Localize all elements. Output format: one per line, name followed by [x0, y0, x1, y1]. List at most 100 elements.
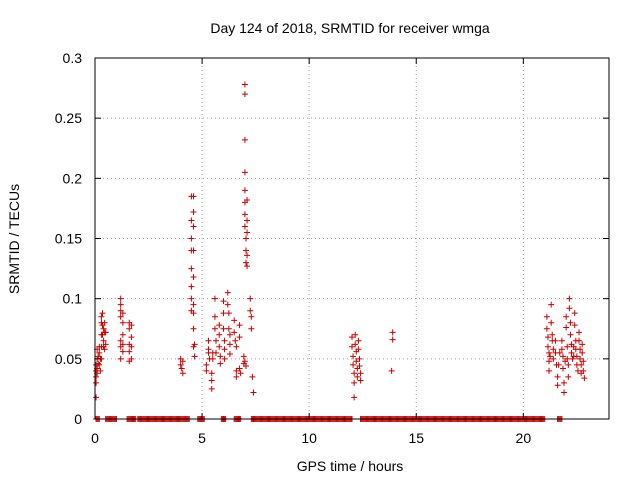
- grid-lines: [95, 58, 609, 419]
- data-point: [241, 358, 248, 365]
- data-point: [388, 367, 395, 374]
- data-point: [128, 322, 135, 329]
- x-tick-label: 5: [198, 430, 206, 446]
- data-point: [126, 325, 133, 332]
- data-point: [119, 331, 126, 338]
- data-point: [249, 373, 256, 380]
- y-tick-label: 0.1: [63, 291, 83, 307]
- data-point: [211, 295, 218, 302]
- data-point: [190, 274, 197, 281]
- data-point: [556, 349, 563, 356]
- data-point: [244, 229, 251, 236]
- data-point: [349, 343, 355, 350]
- data-point: [565, 361, 572, 368]
- data-point: [233, 367, 240, 374]
- data-point: [208, 370, 215, 377]
- data-point: [188, 235, 195, 242]
- data-point: [355, 346, 362, 353]
- data-point: [179, 370, 186, 377]
- data-point: [101, 319, 108, 326]
- data-point: [213, 337, 220, 344]
- data-point: [236, 365, 243, 372]
- data-point: [561, 389, 568, 396]
- y-tick-label: 0.3: [63, 50, 83, 66]
- data-point: [351, 394, 358, 401]
- data-point: [550, 346, 557, 353]
- data-point: [548, 319, 555, 326]
- data-point: [232, 337, 239, 344]
- data-point: [352, 331, 359, 338]
- data-point: [357, 370, 364, 377]
- data-point: [241, 211, 248, 218]
- data-point: [566, 305, 573, 312]
- data-point: [226, 351, 233, 358]
- data-point: [119, 319, 126, 326]
- data-point: [236, 334, 243, 341]
- x-tick-label: 20: [516, 430, 532, 446]
- data-point: [220, 325, 227, 332]
- data-point: [231, 329, 238, 336]
- data-point: [577, 346, 584, 353]
- data-point: [576, 337, 583, 344]
- data-point: [543, 325, 550, 332]
- data-point: [564, 343, 571, 350]
- data-point: [211, 313, 218, 320]
- data-point: [558, 346, 565, 353]
- data-point: [217, 360, 224, 367]
- data-point: [225, 310, 232, 317]
- data-point: [570, 353, 577, 360]
- data-point: [208, 385, 215, 392]
- data-point: [117, 295, 124, 302]
- data-point: [580, 358, 587, 365]
- data-point: [242, 259, 249, 266]
- data-point: [213, 349, 220, 356]
- data-point: [574, 367, 581, 374]
- data-point: [233, 343, 240, 350]
- data-point: [558, 337, 565, 344]
- data-point: [179, 358, 186, 365]
- data-point: [356, 363, 363, 370]
- data-point: [117, 313, 124, 320]
- data-point: [577, 355, 584, 362]
- data-point: [241, 91, 248, 98]
- data-point: [546, 349, 553, 356]
- data-points: [93, 81, 588, 422]
- data-point: [559, 353, 566, 360]
- data-point: [119, 348, 126, 355]
- data-point: [224, 289, 231, 296]
- data-point: [190, 223, 197, 230]
- data-point: [546, 367, 553, 374]
- x-tick-label: 15: [408, 430, 424, 446]
- data-point: [543, 313, 550, 320]
- data-point: [549, 331, 556, 338]
- data-point: [350, 353, 357, 360]
- data-point: [216, 343, 223, 350]
- data-point: [191, 353, 198, 360]
- data-point: [579, 349, 586, 356]
- data-point: [188, 217, 195, 224]
- data-point: [117, 301, 124, 308]
- data-point: [190, 325, 197, 332]
- data-point: [128, 343, 135, 350]
- y-axis-label: SRMTID / TECUs: [6, 184, 22, 294]
- data-point: [241, 81, 248, 88]
- x-tick-label: 10: [301, 430, 317, 446]
- data-point: [119, 341, 126, 348]
- data-point: [357, 377, 364, 384]
- data-point: [562, 358, 569, 365]
- data-point: [126, 348, 133, 355]
- data-point: [244, 217, 251, 224]
- data-point: [220, 298, 227, 305]
- data-point: [93, 394, 100, 401]
- data-point: [244, 252, 251, 259]
- axis-ticks: [94, 57, 609, 420]
- data-point: [247, 295, 254, 302]
- data-point: [571, 322, 578, 329]
- data-point: [552, 337, 559, 344]
- data-point: [242, 363, 249, 370]
- data-point: [356, 355, 363, 362]
- data-point: [128, 334, 135, 341]
- y-tick-label: 0.15: [55, 231, 82, 247]
- data-point: [544, 343, 551, 350]
- data-point: [241, 169, 248, 176]
